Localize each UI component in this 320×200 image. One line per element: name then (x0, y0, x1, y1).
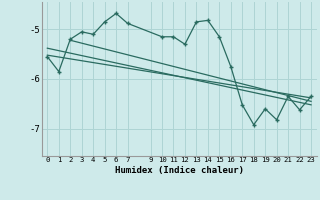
X-axis label: Humidex (Indice chaleur): Humidex (Indice chaleur) (115, 166, 244, 175)
